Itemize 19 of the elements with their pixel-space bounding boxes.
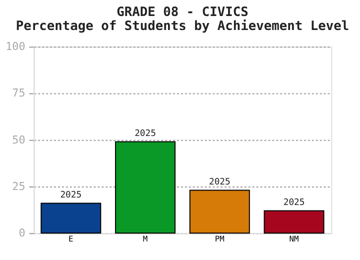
chart-subtitle: Percentage of Students by Achievement Level	[16, 18, 350, 34]
bar	[40, 202, 102, 234]
annotation: 2025	[283, 198, 305, 208]
y-tick-label: 50	[12, 133, 26, 146]
y-tick-label: 25	[12, 180, 26, 193]
x-tick-label: NM	[289, 234, 300, 244]
x-tick-label: M	[142, 234, 148, 244]
x-tick-label: E	[68, 234, 74, 244]
y-tick-label: 100	[6, 40, 26, 54]
annotation: 2025	[60, 190, 82, 200]
chart-title: GRADE 08 - CIVICS	[116, 4, 248, 20]
y-tick-label: 0	[18, 226, 26, 240]
y-tick-label: 75	[12, 86, 26, 100]
bar	[264, 210, 324, 234]
x-tick-label: PM	[214, 234, 225, 244]
bar	[115, 141, 176, 234]
bar	[189, 190, 250, 234]
annotation: 2025	[208, 177, 230, 188]
annotation: 2025	[134, 128, 156, 139]
